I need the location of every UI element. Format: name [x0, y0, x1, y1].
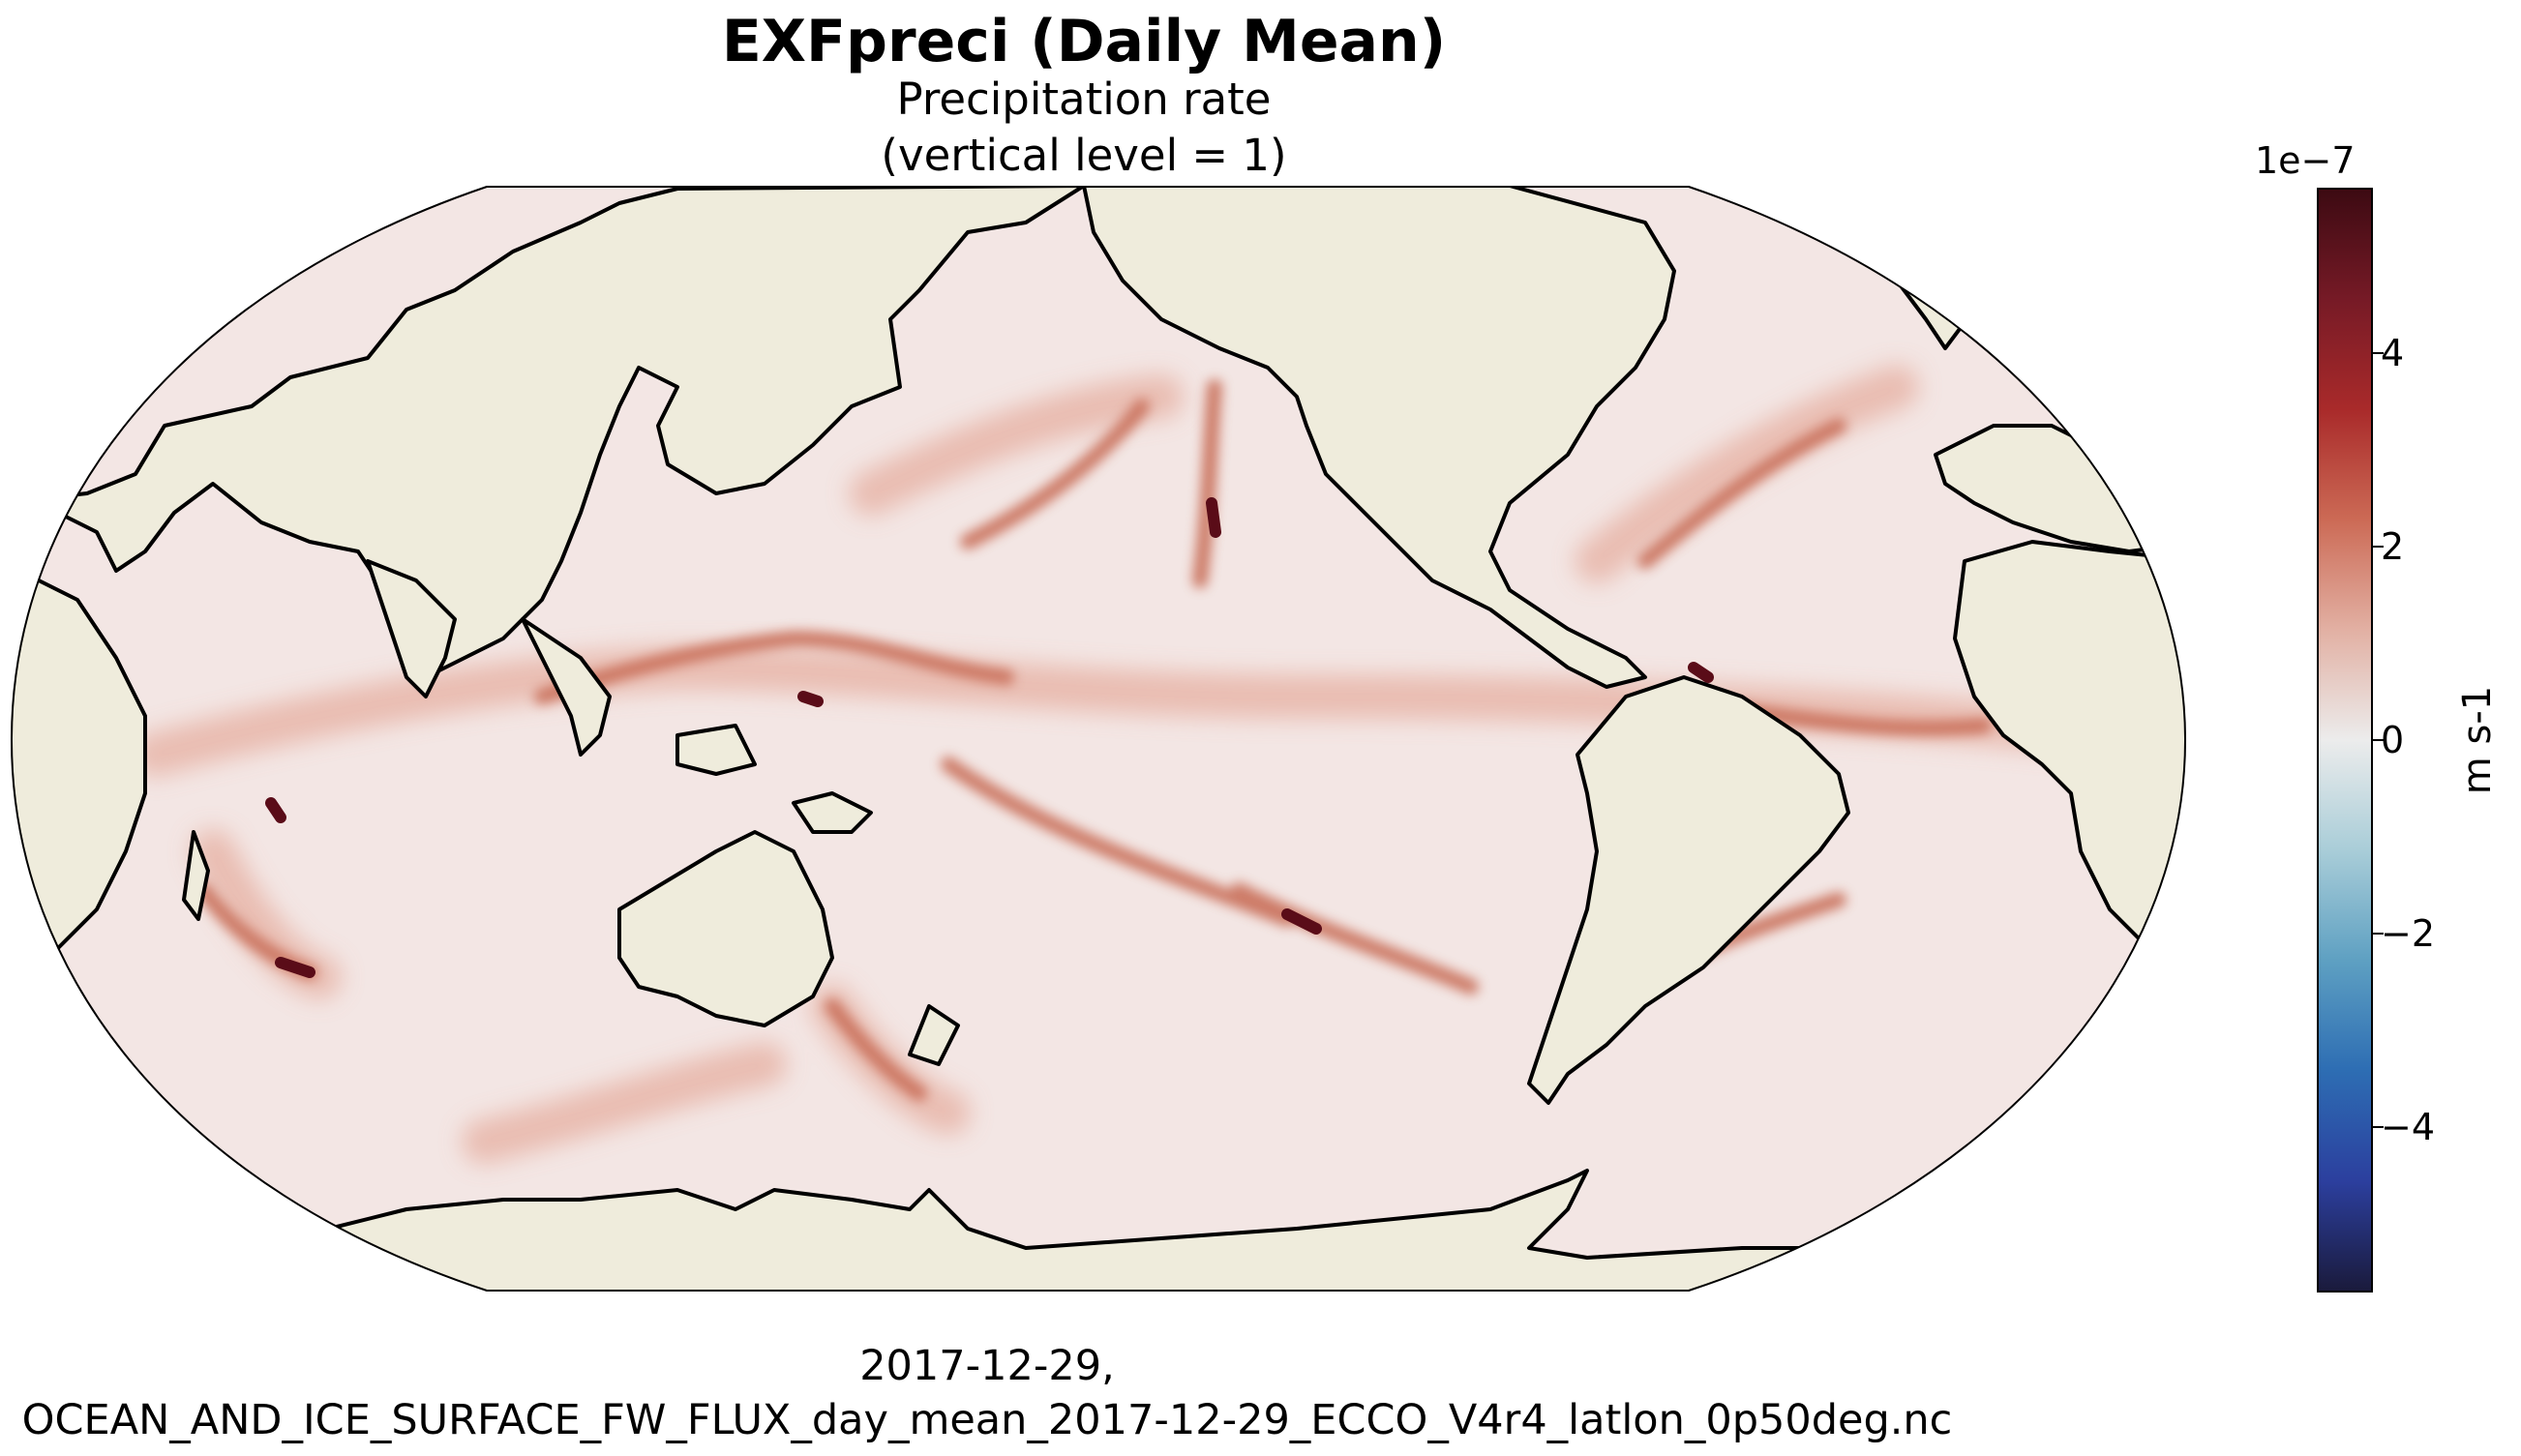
subtitle-variable: Precipitation rate: [896, 74, 1272, 125]
colorbar-tick-label: 4: [2381, 332, 2405, 374]
colorbar-tick-label: 0: [2381, 719, 2405, 761]
colorbar-tick-label: 2: [2381, 525, 2405, 568]
colorbar-exponent: 1e−7: [2255, 139, 2356, 182]
caption-date: 2017-12-29,: [859, 1342, 1115, 1390]
india: [366, 559, 457, 698]
new-guinea: [792, 791, 873, 834]
north-america: [1082, 187, 1676, 689]
colorbar-unit-label: m s-1: [2455, 685, 2500, 795]
australia: [617, 830, 834, 1027]
caption-filename: OCEAN_AND_ICE_SURFACE_FW_FLUX_day_mean_2…: [21, 1396, 1953, 1444]
land-masses: [12, 187, 2185, 1291]
map-title: EXFpreci (Daily Mean): [721, 8, 1447, 75]
subtitle-level: (vertical level = 1): [881, 130, 1287, 181]
new-zealand: [908, 1004, 960, 1066]
map-globe: [12, 187, 2185, 1291]
colorbar-tick-label: −2: [2381, 912, 2436, 955]
south-america: [1527, 675, 1850, 1105]
map-subtitle: Precipitation rate (vertical level = 1): [0, 72, 2168, 184]
colorbar: [2317, 188, 2384, 1293]
colorbar-tick-label: −4: [2381, 1106, 2436, 1148]
indochina: [521, 617, 612, 757]
ocean-background: [12, 187, 2185, 1291]
madagascar: [182, 830, 210, 921]
colorbar-gradient: [2317, 188, 2373, 1293]
west-africa: [1953, 540, 2185, 969]
borneo: [675, 724, 757, 776]
colorbar-tick-marks: [2372, 352, 2384, 1128]
figure-caption: 2017-12-29, OCEAN_AND_ICE_SURFACE_FW_FLU…: [0, 1339, 1974, 1447]
eurasia: [12, 187, 1086, 679]
